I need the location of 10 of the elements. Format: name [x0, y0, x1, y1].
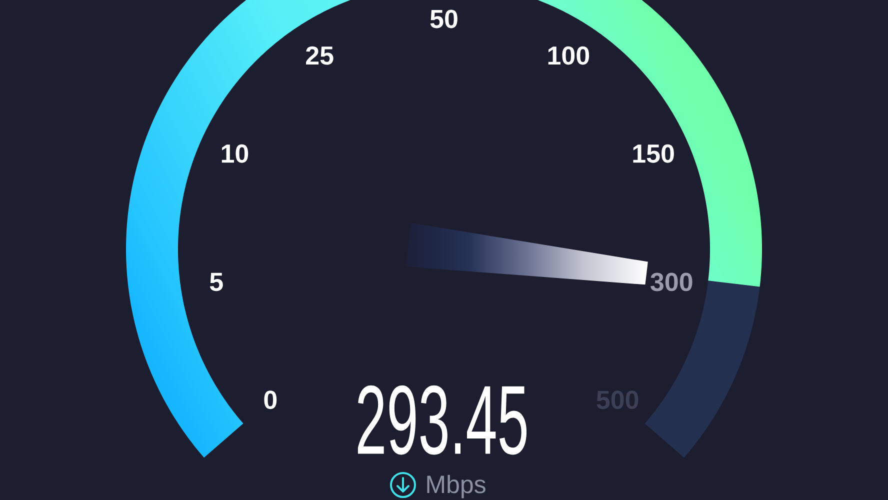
text: 50: [430, 10, 458, 28]
text: 150: [633, 144, 674, 163]
text: 5: [210, 272, 223, 292]
text: 25: [306, 46, 334, 65]
data-label: 293.45: [358, 385, 527, 455]
text: 10: [222, 144, 248, 163]
text: 300: [650, 272, 692, 292]
text: 0: [264, 390, 277, 410]
text: 100: [548, 46, 590, 65]
text: Mbps: [427, 474, 486, 498]
